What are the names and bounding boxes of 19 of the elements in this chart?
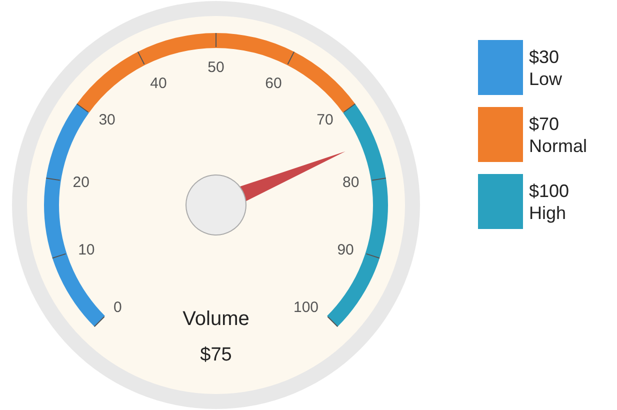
text: 30	[98, 111, 116, 128]
data-label: $100	[529, 180, 570, 202]
text: 90	[337, 241, 354, 258]
data-label: $75	[200, 344, 232, 366]
text: 50	[208, 59, 224, 76]
category-label: Low	[529, 68, 562, 90]
text: 0	[113, 299, 122, 316]
text: 60	[265, 74, 282, 92]
text: 70	[316, 111, 334, 128]
category-label: High	[529, 202, 568, 224]
text: 10	[78, 241, 95, 258]
category-label: Normal	[529, 134, 588, 156]
category-label: Volume	[182, 308, 250, 330]
text: 100	[294, 299, 319, 316]
text: 40	[150, 74, 167, 92]
text: 20	[72, 174, 90, 191]
text: 80	[342, 174, 360, 191]
data-label: $30	[529, 46, 560, 68]
data-label: $70	[529, 112, 560, 134]
